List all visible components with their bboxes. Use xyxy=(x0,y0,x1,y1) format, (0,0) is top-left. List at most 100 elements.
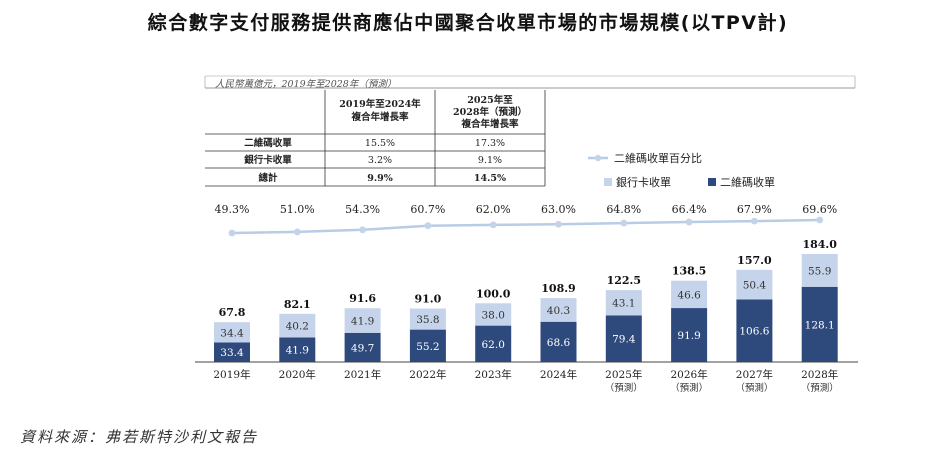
x-tick-label: 2020年 xyxy=(279,368,316,381)
cagr-row-value: 3.2% xyxy=(368,155,392,166)
pct-label: 69.6% xyxy=(802,203,837,216)
pct-marker xyxy=(293,228,301,236)
x-tick-label: 2024年 xyxy=(540,368,577,381)
legend-line-label: 二維碼收單百分比 xyxy=(614,151,702,165)
bar-qr-label: 62.0 xyxy=(482,339,505,351)
line-layer: 49.3% 51.0% 54.3% 60.7% 62.0% 63.0% 64.8% 66.4%… xyxy=(215,203,837,237)
bar-bank-label: 34.4 xyxy=(220,327,244,339)
bar-qr xyxy=(279,337,316,362)
bar-qr xyxy=(475,325,512,362)
bar-bank xyxy=(475,303,512,326)
cagr-header-1-line-2: 複合年增長率 xyxy=(350,111,409,123)
cagr-row-value: 14.5% xyxy=(474,173,506,184)
legend-qr-swatch xyxy=(708,178,716,186)
legend-bank-swatch xyxy=(604,178,612,186)
cagr-row-value: 9.9% xyxy=(367,173,393,184)
bar-bank xyxy=(605,290,642,316)
chart-title: 綜合數字支付服務提供商應佔中國聚合收單市場的市場規模(以TPV計) xyxy=(147,12,789,34)
bar-bank xyxy=(540,298,577,322)
bar-bank-label: 41.9 xyxy=(351,316,374,328)
x-tick-label: 2023年 xyxy=(475,368,512,381)
bar-qr xyxy=(671,308,708,362)
bar-bank xyxy=(409,308,446,330)
bar-bank xyxy=(214,322,250,343)
bar-bank-label: 40.2 xyxy=(286,321,309,333)
unit-note: 人民幣萬億元，2019年至2028年（預測） xyxy=(215,79,397,90)
pct-line xyxy=(231,218,820,235)
pct-marker xyxy=(424,222,432,230)
bar-bank-label: 55.9 xyxy=(808,265,831,277)
x-axis-labels: 2019年 2020年 2021年 2022年 2023年 2024年 2025年（預測）2… xyxy=(213,368,838,394)
pct-label: 51.0% xyxy=(280,203,315,216)
bar-qr xyxy=(801,286,838,362)
x-tick-label: 2026年 xyxy=(670,368,707,381)
pct-label: 60.7% xyxy=(410,203,445,216)
x-tick-sublabel: （預測） xyxy=(801,382,839,394)
bar-bank xyxy=(279,313,316,338)
bar-bank xyxy=(801,254,838,287)
bar-bank-label: 46.6 xyxy=(677,289,701,301)
x-tick-sublabel: （預測） xyxy=(735,382,773,394)
bar-total-label: 157.0 xyxy=(737,254,772,267)
x-tick-label: 2028年 xyxy=(801,368,838,381)
pct-marker xyxy=(816,216,824,224)
bar-qr xyxy=(540,321,577,362)
cagr-row-label: 銀行卡收單 xyxy=(244,154,292,166)
bar-qr-label: 106.6 xyxy=(739,326,769,338)
x-tick-sublabel: （預測） xyxy=(670,382,708,394)
legend-bank-label: 銀行卡收單 xyxy=(616,175,671,189)
x-tick-sublabel: （預測） xyxy=(605,382,643,394)
bar-total-label: 122.5 xyxy=(607,274,641,287)
cagr-header-2-line-2: 2028年（預測） xyxy=(453,106,527,118)
x-tick-label: 2025年 xyxy=(605,368,642,381)
legend-qr-label: 二維碼收單 xyxy=(720,175,775,189)
bar-total-label: 138.5 xyxy=(672,265,706,278)
source-note: 資料來源：弗若斯特沙利文報告 xyxy=(20,428,259,446)
pct-label: 49.3% xyxy=(215,203,250,216)
x-tick-label: 2027年 xyxy=(736,368,773,381)
bar-qr-label: 91.9 xyxy=(677,330,700,342)
x-tick-label: 2021年 xyxy=(344,368,381,381)
bar-total-label: 108.9 xyxy=(541,282,575,295)
x-tick-label: 2022年 xyxy=(409,368,446,381)
bar-qr-label: 68.6 xyxy=(547,337,571,349)
bar-qr xyxy=(344,332,381,362)
bar-total-label: 100.0 xyxy=(476,287,511,300)
bar-total-label: 67.8 xyxy=(219,306,246,319)
bar-qr-label: 49.7 xyxy=(351,342,374,354)
bar-qr-label: 33.4 xyxy=(220,347,244,359)
bar-qr xyxy=(214,342,250,362)
pct-marker xyxy=(555,220,562,228)
bar-total-label: 91.0 xyxy=(415,293,442,306)
pct-marker xyxy=(751,217,758,225)
bar-qr xyxy=(736,299,773,362)
cagr-header-1-line-1: 2019年至2024年 xyxy=(339,98,421,110)
pct-marker xyxy=(620,219,628,227)
bar-bank xyxy=(344,308,381,333)
bar-bank-label: 35.8 xyxy=(416,314,439,326)
pct-label: 67.9% xyxy=(737,203,772,216)
bar-qr xyxy=(605,315,642,362)
bar-total-label: 91.6 xyxy=(349,292,376,305)
cagr-header-2-line-3: 複合年增長率 xyxy=(460,118,519,130)
bar-bank xyxy=(736,269,773,300)
bar-qr-label: 41.9 xyxy=(286,345,309,357)
pct-marker xyxy=(228,229,236,237)
bar-total-label: 82.1 xyxy=(284,298,311,311)
cagr-row-label: 二維碼收單 xyxy=(244,137,292,149)
legend-line-marker xyxy=(594,154,602,162)
pct-label: 63.0% xyxy=(541,203,576,216)
cagr-table: 2019年至2024年 複合年增長率 2025年至 2028年（預測） 複合年增… xyxy=(244,94,527,184)
bar-total-label: 184.0 xyxy=(802,238,837,251)
cagr-row-label: 總計 xyxy=(258,172,278,184)
bar-qr-label: 128.1 xyxy=(805,319,835,331)
pct-marker xyxy=(685,218,693,226)
cagr-row-value: 9.1% xyxy=(478,155,502,166)
legend: 二維碼收單百分比 銀行卡收單 二維碼收單 xyxy=(588,151,775,189)
bar-qr-label: 79.4 xyxy=(612,334,636,346)
pct-label: 66.4% xyxy=(672,203,707,216)
cagr-row-value: 15.5% xyxy=(365,138,395,149)
pct-marker xyxy=(359,226,366,234)
bar-bank-label: 40.3 xyxy=(547,305,570,317)
